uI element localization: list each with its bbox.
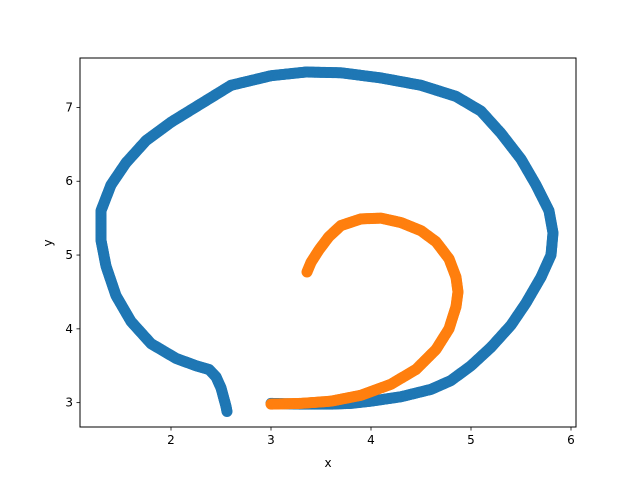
x-tick-label: 6: [567, 433, 575, 447]
y-tick-label: 7: [65, 100, 73, 114]
series-2-points: [265, 212, 464, 410]
x-tick-label: 2: [167, 433, 175, 447]
x-axis-label: x: [324, 456, 331, 470]
series-1-points: [95, 66, 559, 417]
data-point: [221, 406, 233, 417]
y-tick-label: 4: [65, 322, 73, 336]
y-tick-label: 5: [65, 248, 73, 262]
tick-layer: 2 3 4 5 6 3 4 5 6 7: [65, 100, 574, 447]
x-tick-label: 3: [267, 433, 275, 447]
y-tick-label: 3: [65, 396, 73, 410]
y-tick-label: 6: [65, 174, 73, 188]
axes-frame: [79, 57, 577, 428]
data-point: [301, 266, 313, 278]
x-tick-label: 4: [367, 433, 375, 447]
x-tick-label: 5: [467, 433, 475, 447]
y-axis-label: y: [41, 239, 55, 246]
plot-layer: [95, 66, 559, 417]
